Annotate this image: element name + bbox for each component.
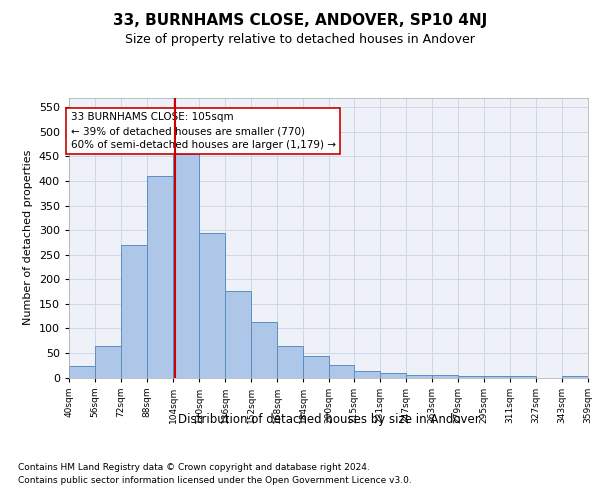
Bar <box>432 374 458 378</box>
Text: 33 BURNHAMS CLOSE: 105sqm
← 39% of detached houses are smaller (770)
60% of semi: 33 BURNHAMS CLOSE: 105sqm ← 39% of detac… <box>71 112 335 150</box>
Bar <box>458 376 484 378</box>
Text: Contains public sector information licensed under the Open Government Licence v3: Contains public sector information licen… <box>18 476 412 485</box>
Text: Distribution of detached houses by size in Andover: Distribution of detached houses by size … <box>178 412 479 426</box>
Text: 33, BURNHAMS CLOSE, ANDOVER, SP10 4NJ: 33, BURNHAMS CLOSE, ANDOVER, SP10 4NJ <box>113 12 487 28</box>
Bar <box>329 365 354 378</box>
Bar <box>95 346 121 378</box>
Bar <box>69 366 95 378</box>
Bar <box>121 245 147 378</box>
Bar <box>225 290 251 378</box>
Text: Contains HM Land Registry data © Crown copyright and database right 2024.: Contains HM Land Registry data © Crown c… <box>18 462 370 471</box>
Y-axis label: Number of detached properties: Number of detached properties <box>23 150 33 325</box>
Bar <box>380 372 406 378</box>
Bar <box>173 154 199 378</box>
Text: Size of property relative to detached houses in Andover: Size of property relative to detached ho… <box>125 32 475 46</box>
Bar <box>251 322 277 378</box>
Bar <box>510 376 536 378</box>
Bar <box>277 346 303 378</box>
Bar <box>484 376 510 378</box>
Bar <box>199 232 225 378</box>
Bar <box>147 176 173 378</box>
Bar <box>562 376 588 378</box>
Bar <box>354 370 380 378</box>
Bar <box>303 356 329 378</box>
Bar <box>406 374 432 378</box>
